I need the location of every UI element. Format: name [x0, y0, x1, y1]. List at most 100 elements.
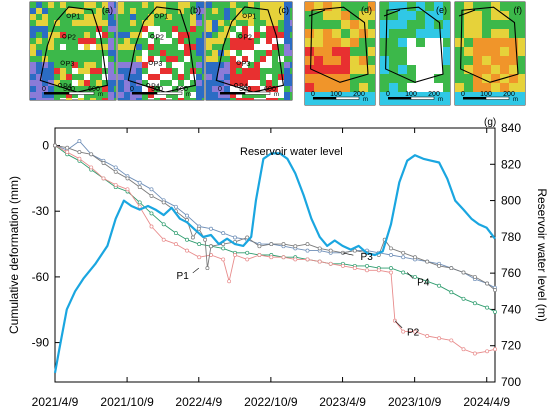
scale-bar [463, 97, 486, 100]
map-cell [455, 92, 464, 101]
data-point-p4 [245, 250, 250, 255]
map-cell [30, 74, 36, 80]
map-cell [114, 26, 116, 32]
map-cell [509, 20, 518, 29]
map-cell [30, 98, 36, 100]
map-cell [290, 38, 292, 44]
map-cell [248, 2, 254, 8]
map-cell [473, 11, 482, 20]
map-cell [124, 50, 130, 56]
map-cell [84, 80, 90, 86]
map-cell [482, 38, 491, 47]
map-cell [425, 20, 434, 29]
data-point-p1 [161, 200, 166, 205]
x-tick-label: 2024/4/9 [463, 395, 510, 409]
map-cell [184, 32, 190, 38]
map-cell [323, 11, 332, 20]
map-cell [443, 11, 450, 20]
map-cell [500, 29, 509, 38]
north-arrow-icon [383, 9, 401, 17]
data-point-p2 [221, 257, 226, 262]
map-cell [368, 20, 375, 29]
map-cell [416, 2, 425, 11]
map-cell [108, 2, 114, 8]
map-cell [212, 38, 218, 44]
map-cell [224, 38, 230, 44]
slope-outline [385, 6, 444, 83]
map-cell [118, 8, 124, 14]
map-cell [242, 14, 248, 20]
map-cell [224, 20, 230, 26]
map-cell [66, 68, 72, 74]
map-cell [212, 50, 218, 56]
data-point-p1 [196, 226, 201, 231]
map-cell [272, 56, 278, 62]
map-cell [184, 92, 190, 98]
map-cell [108, 86, 114, 92]
map-cell [142, 26, 148, 32]
map-cell [284, 2, 290, 8]
map-cell [114, 98, 116, 100]
data-point-p2 [305, 257, 310, 262]
map-cell [290, 44, 292, 50]
monitoring-point-marker [62, 34, 67, 39]
map-cell [455, 101, 464, 105]
map-cell [102, 44, 108, 50]
map-cell [230, 38, 236, 44]
map-cell [118, 80, 124, 86]
panel-label: (f) [514, 5, 523, 15]
map-cell [72, 26, 78, 32]
map-cell [60, 68, 66, 74]
map-cell [130, 98, 136, 100]
y-tick-label: -60 [32, 270, 50, 284]
y-tick-label: -90 [32, 336, 50, 350]
data-point-p4 [401, 270, 406, 275]
map-cell [154, 8, 160, 14]
map-cell [202, 38, 204, 44]
monitoring-point-label: P1 [72, 14, 81, 21]
map-cell [78, 38, 84, 44]
map-cell [368, 56, 375, 65]
data-point-p2 [317, 259, 322, 264]
scale-bar [410, 96, 435, 100]
map-cell [443, 47, 450, 56]
map-cell [178, 2, 184, 8]
scale-tick-label: 600 [88, 86, 100, 93]
map-cell [482, 47, 491, 56]
monitoring-point-marker [242, 13, 247, 18]
data-point-p1 [77, 150, 82, 155]
map-cell [455, 47, 464, 56]
map-cell [398, 74, 407, 83]
data-point-p4 [437, 283, 442, 288]
map-cell [102, 50, 108, 56]
map-cell [272, 74, 278, 80]
map-cell [108, 26, 114, 32]
map-cell [118, 20, 124, 26]
map-cell [218, 68, 224, 74]
map-cell [359, 92, 368, 101]
map-cell [166, 56, 172, 62]
panel-label: (d) [361, 5, 372, 15]
map-cell [172, 68, 178, 74]
map-cell [178, 56, 184, 62]
map-cell [66, 44, 72, 50]
map-cell [398, 65, 407, 74]
map-cell [84, 20, 90, 26]
map-cell [305, 83, 314, 92]
map-cell [305, 74, 314, 83]
map-cell [202, 80, 204, 86]
data-point-p2 [245, 257, 250, 262]
data-point-p2 [389, 270, 393, 275]
map-cell [254, 14, 260, 20]
map-cell [78, 98, 84, 100]
map-cell [491, 20, 500, 29]
map-cell [60, 74, 66, 80]
map-cell [242, 20, 248, 26]
map-cell [130, 74, 136, 80]
map-cell [36, 80, 42, 86]
map-cell [314, 38, 323, 47]
map-cell [491, 56, 500, 65]
map-cell [266, 26, 272, 32]
map-cell [136, 20, 142, 26]
